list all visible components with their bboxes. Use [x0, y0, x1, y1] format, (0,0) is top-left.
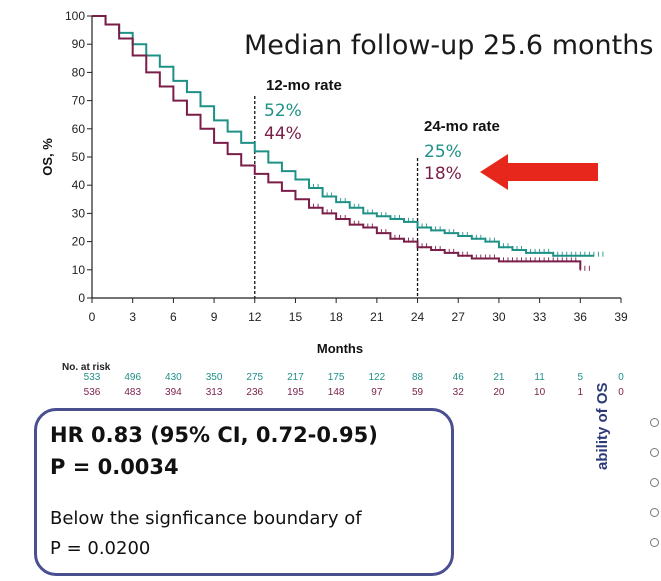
side-marker — [650, 448, 659, 457]
risk-count: 97 — [371, 387, 383, 398]
risk-count: 5 — [578, 372, 584, 383]
y-tick-label: 70 — [72, 94, 86, 108]
risk-count: 496 — [124, 372, 141, 383]
risk-count: 1 — [578, 387, 584, 398]
risk-count: 313 — [206, 387, 223, 398]
x-tick-label: 24 — [411, 310, 425, 324]
risk-count: 217 — [287, 372, 304, 383]
red-arrow-icon — [480, 154, 598, 190]
annotation-24mo-label: 24-mo rate — [424, 118, 500, 135]
x-tick-label: 39 — [614, 310, 628, 324]
y-tick-label: 0 — [78, 291, 85, 305]
y-tick-label: 100 — [65, 9, 85, 23]
x-tick-label: 33 — [533, 310, 547, 324]
y-tick-label: 50 — [72, 150, 86, 164]
x-tick-label: 0 — [89, 310, 96, 324]
risk-count: 10 — [534, 387, 546, 398]
x-tick-label: 6 — [170, 310, 177, 324]
risk-count: 195 — [287, 387, 304, 398]
risk-count: 20 — [493, 387, 505, 398]
y-tick-label: 30 — [72, 206, 86, 220]
risk-count: 236 — [246, 387, 263, 398]
chart-title: Median follow-up 25.6 months — [244, 30, 654, 61]
risk-count: 0 — [618, 387, 624, 398]
side-marker — [650, 478, 659, 487]
x-tick-label: 30 — [492, 310, 506, 324]
y-tick-label: 10 — [72, 263, 86, 277]
annotation-12mo-arm1: 52% — [264, 101, 302, 121]
side-marker — [650, 418, 659, 427]
risk-count: 430 — [165, 372, 182, 383]
y-tick-label: 60 — [72, 122, 86, 136]
risk-count: 350 — [206, 372, 223, 383]
risk-count: 483 — [124, 387, 141, 398]
risk-count: 11 — [534, 372, 545, 383]
annotation-24mo-arm1: 25% — [424, 142, 462, 162]
risk-count: 536 — [84, 387, 101, 398]
x-axis-label: Months — [317, 341, 363, 356]
annotation-24mo-arm2: 18% — [424, 164, 462, 184]
risk-count: 46 — [453, 372, 465, 383]
x-tick-label: 15 — [289, 310, 303, 324]
risk-count: 0 — [618, 372, 624, 383]
risk-count: 21 — [493, 372, 505, 383]
risk-count: 148 — [328, 387, 345, 398]
x-tick-label: 18 — [329, 310, 343, 324]
hr-value: HR 0.83 (95% CI, 0.72-0.95) — [50, 423, 378, 447]
boundary-value: P = 0.0200 — [50, 538, 151, 559]
y-tick-label: 80 — [72, 65, 86, 79]
risk-table-header: No. at risk — [62, 362, 111, 373]
risk-count: 533 — [84, 372, 101, 383]
risk-count: 88 — [412, 372, 424, 383]
x-tick-label: 36 — [574, 310, 588, 324]
risk-count: 175 — [328, 372, 345, 383]
y-tick-label: 90 — [72, 37, 86, 51]
annotation-12mo-arm2: 44% — [264, 124, 302, 144]
x-tick-label: 3 — [129, 310, 136, 324]
side-panel-markers — [650, 418, 660, 568]
hr-result-box — [34, 408, 454, 576]
p-value: P = 0.0034 — [50, 455, 179, 479]
risk-count: 32 — [453, 387, 465, 398]
y-axis-label: OS, % — [40, 138, 55, 176]
risk-count: 122 — [369, 372, 386, 383]
risk-count: 275 — [246, 372, 263, 383]
x-tick-label: 27 — [452, 310, 466, 324]
y-tick-label: 20 — [72, 235, 86, 249]
x-tick-label: 12 — [248, 310, 262, 324]
boundary-text: Below the signficance boundary of — [50, 508, 362, 529]
annotation-12mo-label: 12-mo rate — [266, 77, 342, 94]
side-marker — [650, 538, 659, 547]
x-tick-label: 9 — [211, 310, 218, 324]
side-marker — [650, 508, 659, 517]
y-tick-label: 40 — [72, 178, 86, 192]
risk-count: 59 — [412, 387, 424, 398]
x-tick-label: 21 — [370, 310, 384, 324]
side-panel-label: ability of OS — [594, 382, 611, 470]
risk-count: 394 — [165, 387, 182, 398]
